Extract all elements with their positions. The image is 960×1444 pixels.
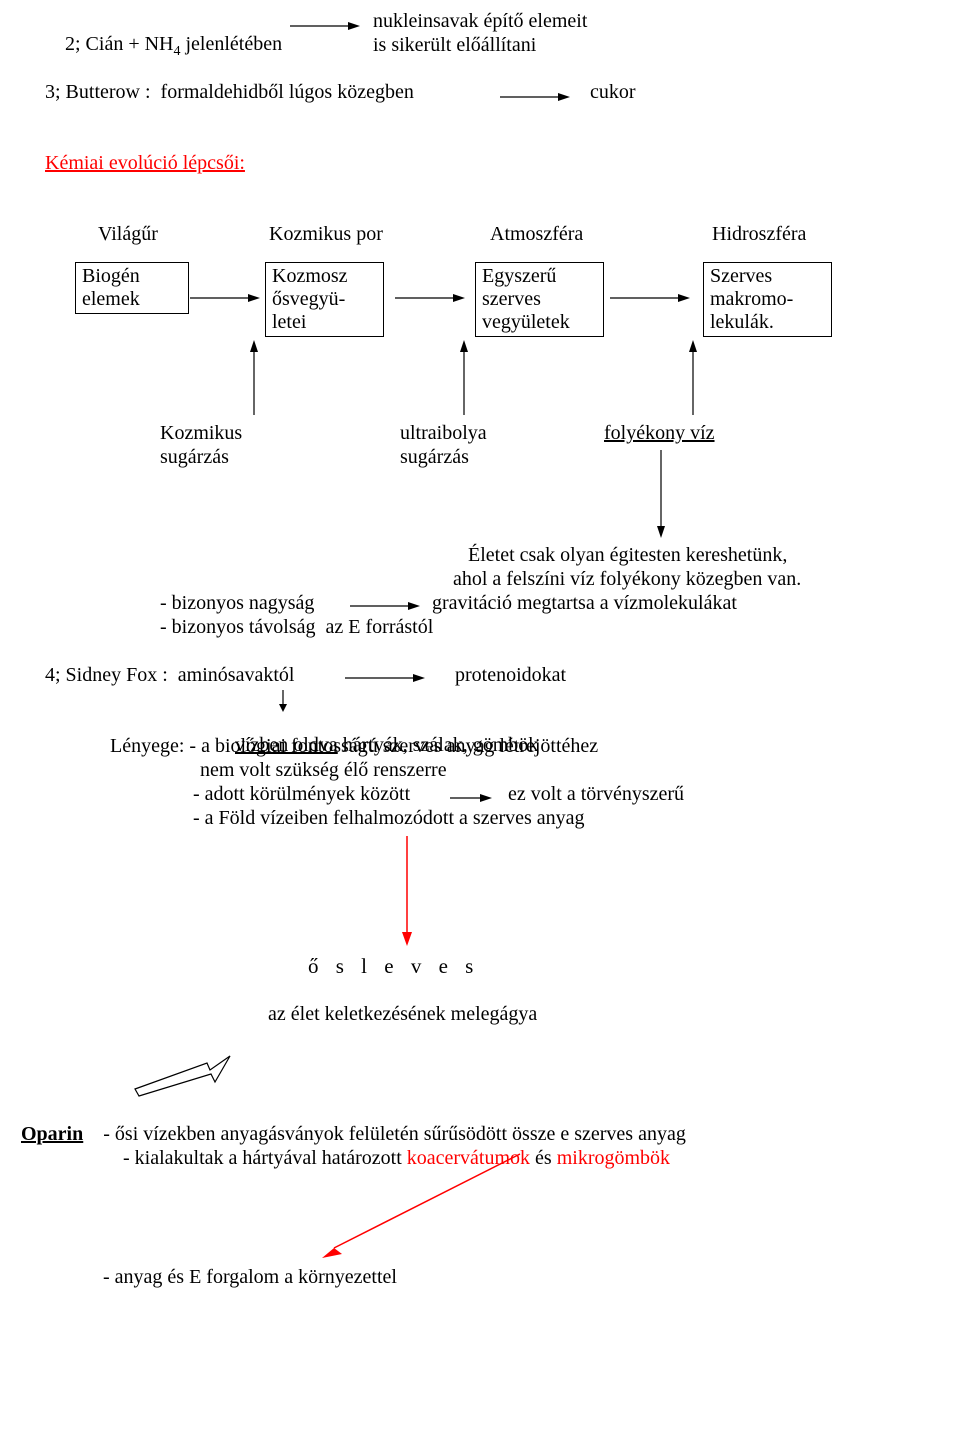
- line-sidney-fox: 4; Sidney Fox : aminósavaktól: [45, 664, 294, 687]
- arrow-icon: [350, 600, 420, 612]
- line-nukleinsavak: nukleinsavak építő elemeit: [373, 10, 587, 33]
- section-kemiai: Kémiai evolúció lépcsői:: [45, 152, 245, 175]
- line-protenoidokat: protenoidokat: [455, 664, 566, 687]
- box-egyszeru: Egyszerűszervesvegyületek: [475, 262, 604, 337]
- arrow-down-small-icon: [278, 690, 288, 712]
- arrow-icon: [610, 292, 690, 304]
- arrow-icon: [450, 792, 492, 804]
- box-kozmosz: Kozmoszősvegyü-letei: [265, 262, 384, 337]
- line-cukor: cukor: [590, 81, 636, 104]
- arrow-icon: [345, 672, 425, 684]
- line-fold-vizei: - a Föld vízeiben felhalmozódott a szerv…: [193, 807, 585, 830]
- bullet-nagysag: - bizonyos nagyság: [160, 592, 314, 615]
- para-felszini: ahol a felszíni víz folyékony közegben v…: [453, 568, 801, 591]
- line-torvenyszeru: ez volt a törvényszerű: [508, 783, 684, 806]
- line-butterow: 3; Butterow : formaldehidből lúgos közeg…: [45, 81, 414, 104]
- col-kozmikus-por: Kozmikus por: [269, 223, 383, 246]
- mid-kozmikus: Kozmikus: [160, 422, 242, 445]
- arrow-icon: [395, 292, 465, 304]
- line-lenyege: Lényege: - a biológiai fontosságú szerve…: [110, 735, 598, 758]
- box-szerves: Szervesmakromo-lekulák.: [703, 262, 832, 337]
- mid-sugarzas2: sugárzás: [400, 446, 469, 469]
- page: 2; Cián + NH4 jelenlétében nukleinsavak …: [0, 0, 960, 1444]
- arrow-icon: [500, 91, 570, 103]
- arrow-down-icon: [655, 450, 667, 538]
- red-arrow-down-icon: [400, 836, 414, 946]
- last-line: - anyag és E forgalom a környezettel: [103, 1266, 397, 1289]
- col-atmoszfera: Atmoszféra: [490, 223, 583, 246]
- bullet-gravitacio: gravitáció megtartsa a vízmolekulákat: [432, 592, 737, 615]
- mid-sugarzas1: sugárzás: [160, 446, 229, 469]
- arrow-up-icon: [458, 340, 470, 415]
- arrow-icon: [290, 20, 360, 32]
- arrow-up-icon: [248, 340, 260, 415]
- mid-folyekony-viz: folyékony víz: [604, 422, 715, 445]
- box-biogen: Biogénelemek: [75, 262, 189, 314]
- bullet-tavolsag: - bizonyos távolság az E forrástól: [160, 616, 433, 639]
- line-nemvolt: nem volt szükség élő renszerre: [160, 759, 447, 782]
- col-hidroszfera: Hidroszféra: [712, 223, 806, 246]
- osleves-title: ő s l e v e s: [308, 954, 479, 979]
- line-cian: 2; Cián + NH4 jelenlétében: [45, 10, 282, 83]
- line-adott: - adott körülmények között: [193, 783, 410, 806]
- hollow-arrow-icon: [135, 1056, 230, 1096]
- mid-ultraibolya: ultraibolya: [400, 422, 487, 445]
- col-vilagur: Világűr: [98, 223, 158, 246]
- osleves-sub: az élet keletkezésének melegágya: [268, 1003, 537, 1026]
- line-sikerult: is sikerült előállítani: [373, 34, 536, 57]
- para-eletet: Életet csak olyan égitesten kereshetünk,: [453, 544, 787, 567]
- arrow-up-icon: [687, 340, 699, 415]
- arrow-icon: [190, 292, 260, 304]
- red-arrow-diag-icon: [320, 1150, 530, 1260]
